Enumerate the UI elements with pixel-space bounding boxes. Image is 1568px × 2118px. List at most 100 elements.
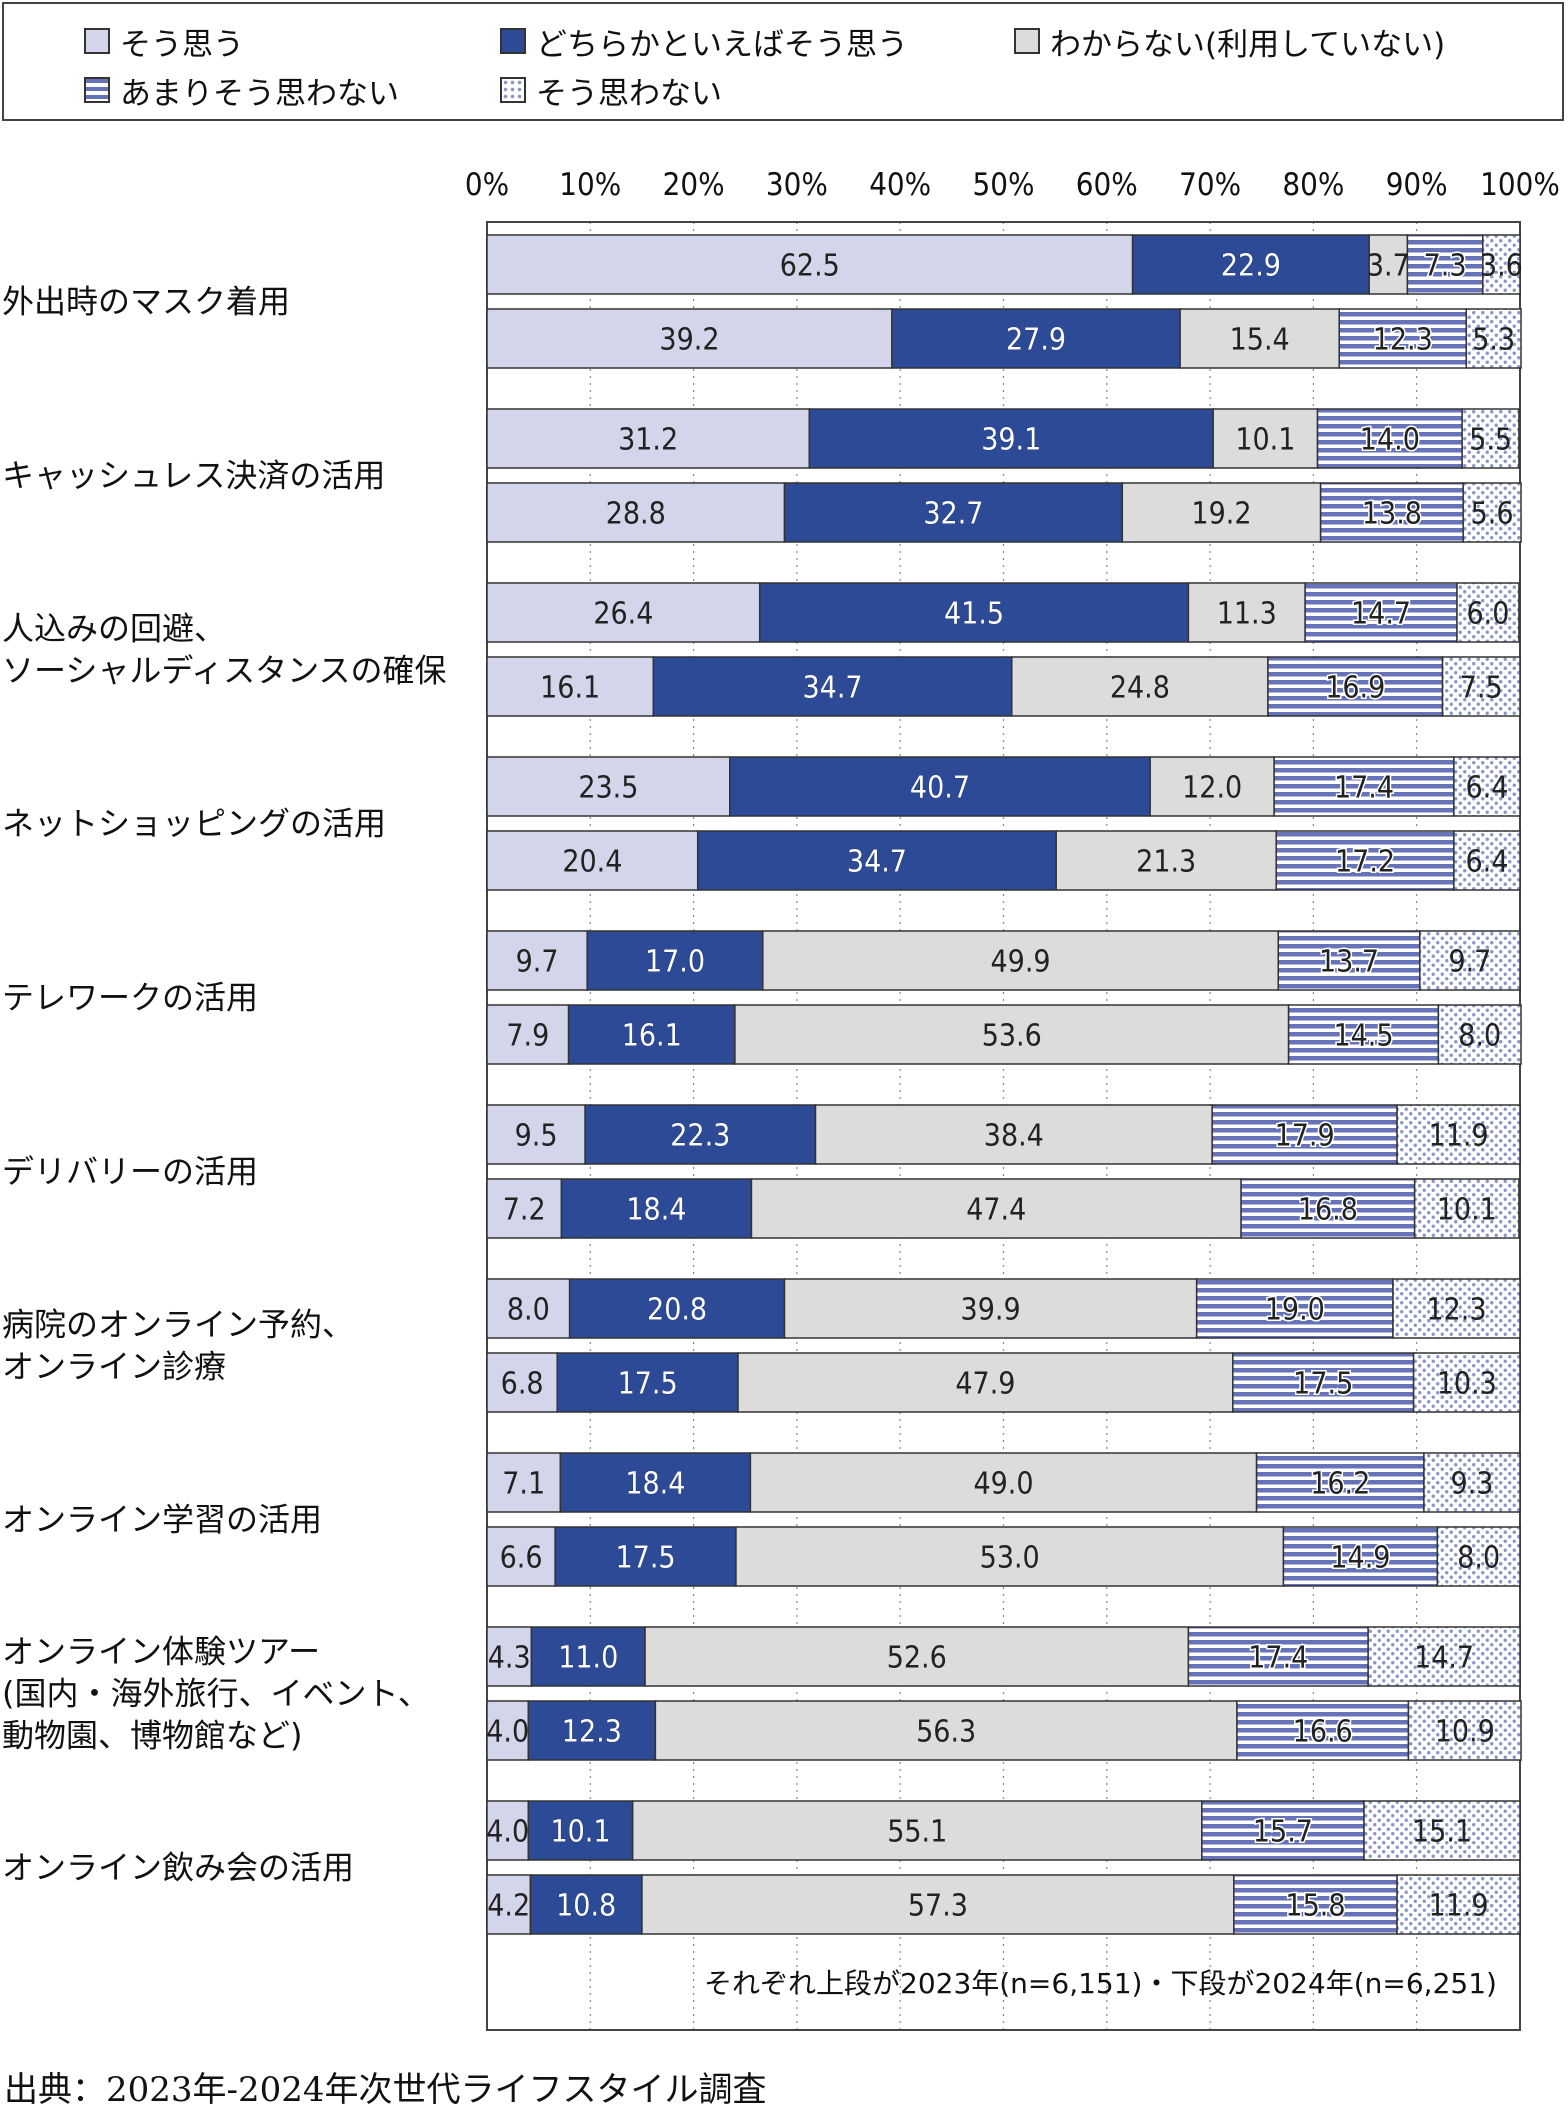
bar-segment (1195, 1278, 1394, 1339)
data-label: 7.1 (502, 1467, 545, 1502)
data-label: 19.2 (1191, 497, 1251, 532)
bar-segment (1273, 756, 1455, 817)
data-label: 3.7 (1367, 249, 1410, 284)
data-label: 26.4 (593, 597, 653, 632)
bar-segment (486, 408, 811, 469)
bar-segment (486, 1800, 530, 1861)
source-note: 出典：2023年-2024年次世代ライフスタイル調査 (4, 2070, 767, 2110)
data-label: 49.9 (991, 945, 1051, 980)
data-label: 11.0 (558, 1641, 618, 1676)
bar-segment (554, 1526, 737, 1587)
bar-segment (1368, 234, 1409, 295)
x-tick-label: 70% (1179, 167, 1241, 203)
bar-segment (1282, 1526, 1439, 1587)
bar-segment (1456, 582, 1520, 643)
data-label: 13.7 (1319, 945, 1379, 980)
bar-segment (749, 1452, 1258, 1513)
legend-item: あまりそう思わない (84, 70, 399, 112)
bar-segment (1392, 1278, 1521, 1339)
data-label: 39.9 (961, 1293, 1021, 1328)
legend-item: どちらかといえばそう思う (500, 21, 908, 63)
data-label: 17.4 (1334, 771, 1394, 806)
bar-segment (486, 756, 731, 817)
data-label: 14.5 (1333, 1019, 1393, 1054)
data-label: 27.9 (1006, 323, 1066, 358)
data-label: 17.5 (616, 1541, 676, 1576)
category-label: 動物園、博物館など) (2, 1717, 303, 1755)
bar-segment (654, 1700, 1238, 1761)
data-label: 34.7 (847, 845, 907, 880)
bar-segment (486, 1178, 563, 1239)
bar-segment (1482, 234, 1521, 295)
data-label: 6.4 (1465, 771, 1508, 806)
data-label: 17.2 (1335, 845, 1395, 880)
bar-segment (735, 1526, 1285, 1587)
legend-swatch (500, 28, 526, 54)
category-label: 人込みの回避、 (2, 610, 226, 648)
data-label: 16.8 (1298, 1193, 1358, 1228)
data-label: 18.4 (625, 1467, 685, 1502)
data-label: 9.5 (515, 1119, 558, 1154)
bar-segment (729, 756, 1151, 817)
data-label: 16.6 (1293, 1715, 1353, 1750)
data-label: 14.9 (1330, 1541, 1390, 1576)
data-label: 20.4 (562, 845, 622, 880)
data-label: 52.6 (887, 1641, 947, 1676)
bar-segment (1436, 1526, 1521, 1587)
data-label: 17.5 (618, 1367, 678, 1402)
bar-segment (486, 1526, 556, 1587)
data-label: 40.7 (910, 771, 970, 806)
x-tick-label: 50% (973, 167, 1035, 203)
category-label: ソーシャルディスタンスの確保 (2, 652, 446, 690)
data-label: 6.0 (1467, 597, 1510, 632)
data-label: 10.3 (1437, 1367, 1497, 1402)
legend-label: あまりそう思わない (120, 75, 399, 112)
data-label: 9.7 (1448, 945, 1491, 980)
bar-segment (1240, 1178, 1416, 1239)
legend-item: そう思う (84, 21, 244, 63)
data-label: 17.4 (1248, 1641, 1308, 1676)
data-label: 18.4 (626, 1193, 686, 1228)
data-label: 6.6 (500, 1541, 543, 1576)
data-label: 16.1 (622, 1019, 682, 1054)
bar-segment (1419, 930, 1521, 991)
data-label: 4.0 (486, 1715, 529, 1750)
legend-label: わからない(利用していない) (1050, 26, 1446, 63)
category-label: キャッシュレス決済の活用 (2, 457, 385, 495)
bar-segment (1319, 482, 1464, 543)
data-label: 14.7 (1414, 1641, 1474, 1676)
bar-segment (1396, 1104, 1521, 1165)
legend-item: そう思わない (500, 70, 722, 112)
data-label: 21.3 (1136, 845, 1196, 880)
bar-segment (1011, 656, 1269, 717)
bar-segment (631, 1800, 1203, 1861)
bar-segment (1255, 1452, 1425, 1513)
bar-segment (1465, 308, 1522, 369)
x-tick-label: 0% (465, 167, 509, 203)
data-label: 7.3 (1424, 249, 1467, 284)
data-label: 11.9 (1428, 1119, 1488, 1154)
data-label: 10.1 (1235, 423, 1295, 458)
data-label: 12.0 (1182, 771, 1242, 806)
category-label: オンライン飲み会の活用 (2, 1849, 354, 1887)
data-label: 47.9 (955, 1367, 1015, 1402)
data-label: 53.0 (980, 1541, 1040, 1576)
data-label: 9.3 (1451, 1467, 1494, 1502)
category-label: 病院のオンライン予約、 (2, 1306, 354, 1344)
data-label: 10.1 (550, 1815, 610, 1850)
bar-segment (486, 930, 588, 991)
legend-item: わからない(利用していない) (1014, 21, 1446, 63)
x-tick-label: 20% (663, 167, 725, 203)
category-label: (国内・海外旅行、イベント、 (2, 1675, 430, 1713)
data-label: 53.6 (982, 1019, 1042, 1054)
legend-label: そう思わない (536, 75, 722, 112)
chart-legend: そう思う どちらかといえばそう思う わからない(利用していない) あまりそう思わない そ… (2, 2, 1564, 121)
bar-segment (1316, 408, 1463, 469)
bar-segment (1121, 482, 1322, 543)
data-label: 4.0 (486, 1815, 529, 1850)
bar-segment (783, 482, 1124, 543)
bar-segment (644, 1626, 1190, 1687)
data-label: 39.2 (659, 323, 719, 358)
bar-segment (1179, 308, 1340, 369)
